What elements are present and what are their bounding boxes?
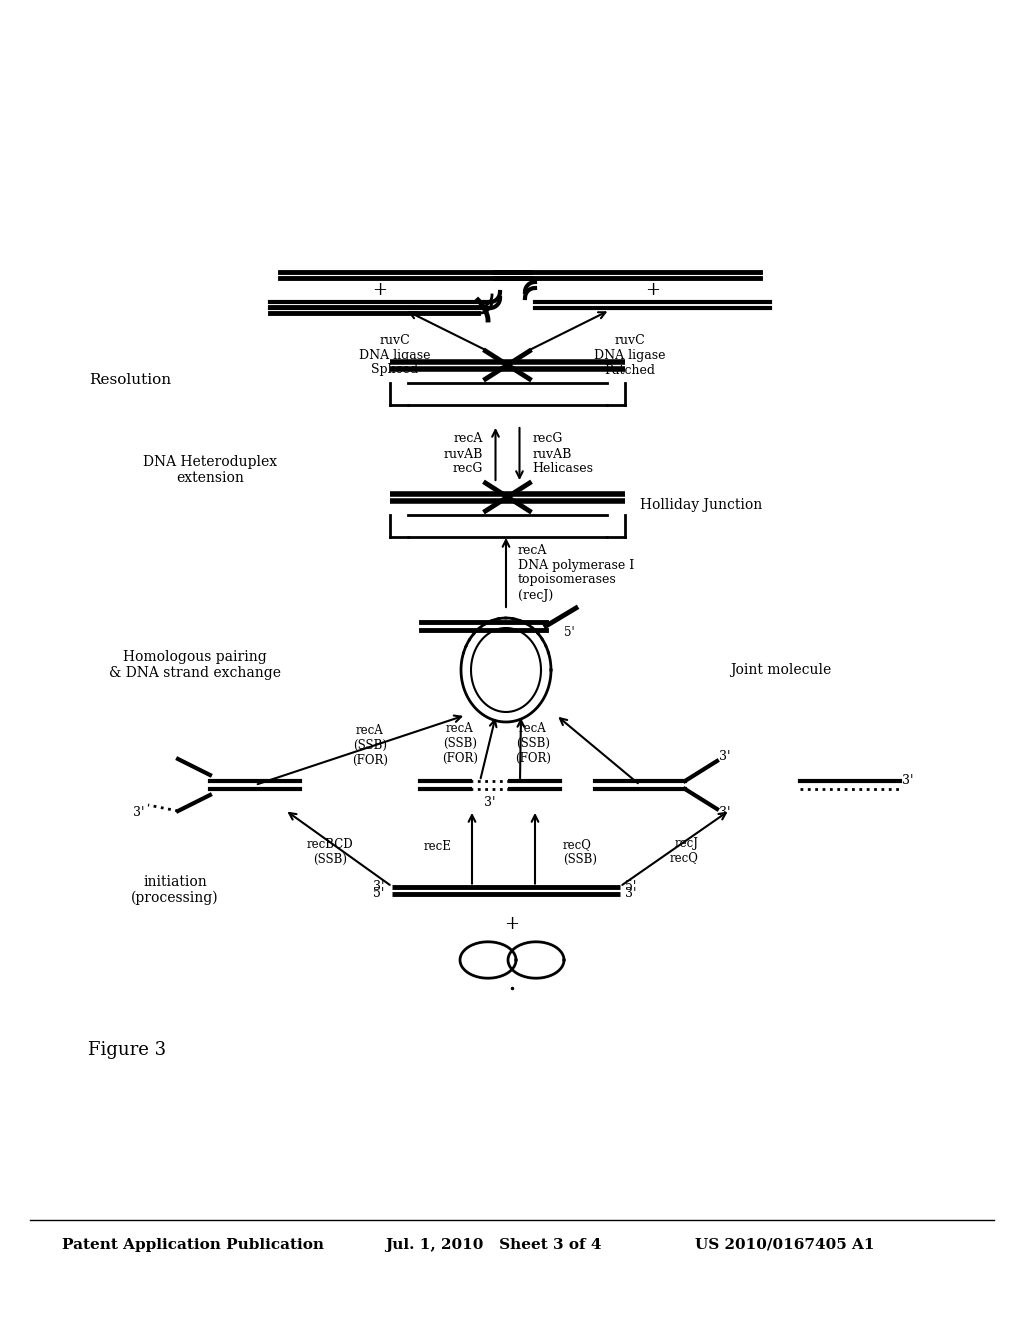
Text: 5': 5' [373, 887, 384, 900]
Text: 5': 5' [564, 626, 574, 639]
Text: Patent Application Publication: Patent Application Publication [62, 1238, 324, 1251]
Text: +: + [373, 281, 387, 300]
Text: recBCD
(SSB): recBCD (SSB) [306, 838, 353, 866]
Text: Figure 3: Figure 3 [88, 1041, 166, 1059]
Text: recJ: recJ [675, 837, 699, 850]
Text: Joint molecule: Joint molecule [730, 663, 831, 677]
Text: recA
(SSB)
(FOR): recA (SSB) (FOR) [442, 722, 478, 764]
Text: 3': 3' [484, 796, 496, 809]
Text: 3': 3' [133, 807, 145, 820]
Text: 3': 3' [625, 887, 637, 900]
Text: DNA Heteroduplex
extension: DNA Heteroduplex extension [143, 455, 278, 486]
Text: recA
(SSB)
(FOR): recA (SSB) (FOR) [515, 722, 551, 764]
Text: 3': 3' [373, 880, 384, 894]
Text: US 2010/0167405 A1: US 2010/0167405 A1 [695, 1238, 874, 1251]
Text: recG
ruvAB
Helicases: recG ruvAB Helicases [532, 433, 594, 475]
Text: initiation
(processing): initiation (processing) [131, 875, 219, 906]
Text: 3': 3' [902, 775, 913, 788]
Text: +: + [645, 281, 660, 300]
Text: ruvC
DNA ligase
Patched: ruvC DNA ligase Patched [594, 334, 666, 376]
Text: recQ: recQ [670, 851, 698, 865]
Text: Homologous pairing
& DNA strand exchange: Homologous pairing & DNA strand exchange [109, 649, 281, 680]
Text: recA
(SSB)
(FOR): recA (SSB) (FOR) [352, 723, 388, 767]
Text: ruvC
DNA ligase
Spliced: ruvC DNA ligase Spliced [359, 334, 431, 376]
Text: 3': 3' [719, 807, 730, 820]
Text: Holliday Junction: Holliday Junction [640, 498, 762, 512]
Text: 3': 3' [719, 751, 730, 763]
Text: +: + [505, 915, 519, 933]
Text: Jul. 1, 2010   Sheet 3 of 4: Jul. 1, 2010 Sheet 3 of 4 [385, 1238, 601, 1251]
Text: recA
ruvAB
recG: recA ruvAB recG [443, 433, 482, 475]
Text: 5': 5' [625, 880, 636, 894]
Text: recE: recE [424, 841, 452, 854]
Text: recA
DNA polymerase I
topoisomerases
(recJ): recA DNA polymerase I topoisomerases (re… [518, 544, 634, 602]
Text: Resolution: Resolution [89, 374, 171, 387]
Text: recQ
(SSB): recQ (SSB) [563, 838, 597, 866]
